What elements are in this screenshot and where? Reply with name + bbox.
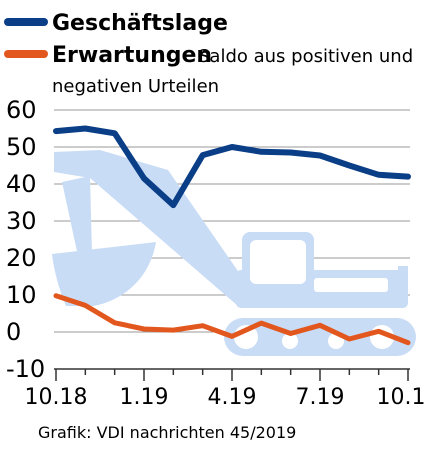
legend-label-geschaeftslage: Geschäftslage — [52, 11, 228, 36]
legend-label-erwartungen: Erwartungen — [52, 43, 212, 68]
legend: Geschäftslage Erwartungen Saldo aus posi… — [4, 11, 413, 97]
excavator-icon — [52, 150, 416, 356]
y-tick-label: 40 — [6, 170, 37, 198]
y-tick-label: 60 — [6, 96, 37, 124]
x-axis-ticks — [55, 369, 409, 381]
y-tick-label: 10 — [6, 281, 37, 309]
legend-note: Saldo aus positiven und — [198, 46, 413, 67]
x-tick-label: 10.19 — [377, 385, 426, 410]
x-tick-label: 10.18 — [25, 385, 88, 410]
y-tick-label: 30 — [6, 207, 37, 235]
series-line-geschaeftslage — [53, 125, 411, 209]
x-tick-label: 1.19 — [120, 385, 169, 410]
x-axis-labels: 10.18 1.19 4.19 7.19 10.19 — [25, 385, 426, 410]
y-tick-label: -10 — [6, 355, 45, 383]
y-tick-label: 20 — [6, 244, 37, 272]
y-tick-label: 0 — [6, 318, 21, 346]
excavator-details — [234, 240, 394, 349]
x-tick-label: 4.19 — [208, 385, 257, 410]
y-tick-label: 50 — [6, 133, 37, 161]
source-credit: Grafik: VDI nachrichten 45/2019 — [38, 423, 296, 442]
y-axis-labels: 60 50 40 30 20 10 0 -10 — [6, 96, 45, 383]
x-tick-label: 7.19 — [296, 385, 345, 410]
series-line-erwartungen — [53, 293, 411, 346]
legend-note-line-2: negativen Urteilen — [52, 76, 219, 97]
